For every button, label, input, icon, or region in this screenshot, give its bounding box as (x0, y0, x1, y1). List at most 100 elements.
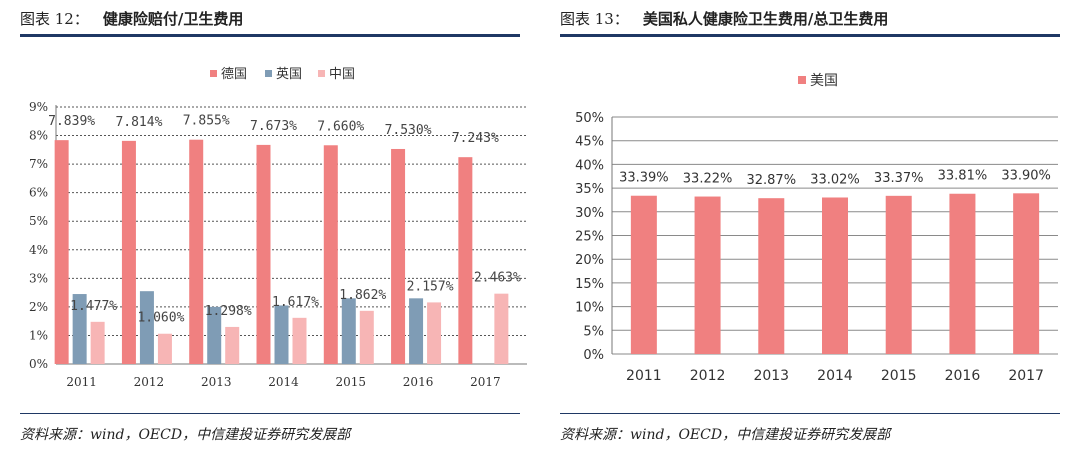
bar-germany (121, 140, 136, 364)
bar-uk (139, 291, 154, 364)
legend-label-uk: 英国 (276, 67, 302, 82)
bar-uk (207, 306, 222, 364)
legend-label-china: 中国 (329, 67, 355, 82)
data-label-china: 1.477% (70, 299, 117, 314)
y-tick-label: 2% (29, 300, 48, 314)
data-label-usa: 32.87% (746, 173, 796, 188)
x-tick-label: 2013 (201, 375, 232, 389)
x-tick-label: 2016 (945, 368, 981, 384)
legend-swatch-usa (798, 76, 806, 84)
bar-china (90, 321, 105, 364)
y-tick-label: 0% (583, 348, 604, 363)
figure-12-bottom-rule (20, 413, 520, 414)
y-tick-label: 3% (29, 271, 48, 285)
figure-13-panel: 图表 13： 美国私人健康险卫生费用/总卫生费用 0% 5% 10% 15% 20% 25%… (540, 0, 1080, 451)
y-tick-label: 45% (575, 135, 604, 150)
bar-usa (694, 196, 721, 354)
y-tick-label: 0% (29, 357, 48, 371)
figure-12-title: 图表 12： 健康险赔付/卫生费用 (20, 8, 243, 29)
x-tick-label: 2017 (470, 375, 501, 389)
y-tick-label: 30% (575, 206, 604, 221)
bar-germany (458, 157, 473, 364)
figure-12-title-text: 健康险赔付/卫生费用 (102, 10, 244, 28)
bar-uk (72, 294, 87, 364)
bar-china (157, 333, 172, 364)
y-tick-label: 4% (29, 243, 48, 257)
y-tick-label: 40% (575, 158, 604, 173)
x-tick-label: 2017 (1008, 368, 1044, 384)
figure-12-top-rule (20, 34, 520, 37)
legend-label-germany: 德国 (221, 67, 247, 82)
figure-13-top-rule (560, 34, 1060, 37)
figure-13-bottom-rule (560, 413, 1060, 414)
data-label-germany: 7.814% (115, 115, 162, 130)
y-tick-label: 50% (575, 111, 604, 126)
data-label-germany: 7.855% (183, 114, 230, 129)
data-label-germany: 7.673% (250, 119, 297, 134)
data-label-china: 2.463% (474, 271, 521, 286)
y-tick-label: 15% (575, 277, 604, 292)
data-label-usa: 33.02% (810, 172, 860, 187)
bar-usa (885, 195, 912, 354)
bar-germany (256, 144, 271, 364)
data-label-usa: 33.22% (683, 172, 733, 187)
data-label-china: 1.060% (137, 311, 184, 326)
legend-swatch-germany (210, 70, 217, 77)
bar-usa (1013, 193, 1040, 354)
bar-germany (54, 140, 69, 364)
figure-12-chart: 0% 1% 2% 3% 4% 5% 6% 7% 8% 9%7.839% 1.477% 2011 7.81… (29, 67, 527, 389)
bar-uk (341, 298, 356, 364)
bar-usa (630, 195, 657, 354)
x-tick-label: 2015 (881, 368, 917, 384)
y-tick-label: 35% (575, 182, 604, 197)
data-label-china: 1.862% (339, 288, 386, 303)
data-label-germany: 7.530% (385, 123, 432, 138)
figure-13-title: 图表 13： 美国私人健康险卫生费用/总卫生费用 (560, 8, 888, 29)
legend-swatch-uk (265, 70, 272, 77)
x-tick-label: 2012 (134, 375, 165, 389)
y-tick-label: 10% (575, 301, 604, 316)
y-tick-label: 1% (29, 328, 48, 342)
x-tick-label: 2013 (753, 368, 789, 384)
figure-12-label: 图表 12： (20, 10, 89, 28)
bar-germany (323, 145, 338, 364)
bar-china (494, 293, 509, 364)
bar-usa (822, 197, 848, 354)
data-label-china: 1.617% (272, 295, 319, 310)
x-tick-label: 2011 (66, 375, 97, 389)
bar-china (427, 302, 442, 364)
figure-13-label: 图表 13： (560, 10, 629, 28)
bar-china (292, 317, 307, 364)
bar-germany (189, 139, 204, 364)
bar-usa (758, 198, 785, 354)
data-label-usa: 33.37% (874, 171, 924, 186)
y-tick-label: 20% (575, 253, 604, 268)
data-label-usa: 33.39% (619, 171, 669, 186)
data-label-germany: 7.660% (317, 119, 364, 134)
y-tick-label: 5% (29, 214, 48, 228)
y-tick-label: 8% (29, 129, 48, 143)
legend-label-usa: 美国 (810, 73, 838, 89)
bar-germany (391, 148, 406, 364)
data-label-germany: 7.839% (48, 114, 95, 129)
x-tick-label: 2014 (268, 375, 299, 389)
legend-swatch-china (318, 70, 325, 77)
figure-13-source: 资料来源：wind，OECD，中信建投证券研究发展部 (560, 427, 891, 443)
bar-china (225, 326, 240, 364)
data-label-china: 1.298% (205, 304, 252, 319)
x-tick-label: 2012 (690, 368, 726, 384)
y-tick-label: 6% (29, 186, 48, 200)
data-label-usa: 33.90% (1001, 168, 1051, 183)
data-label-germany: 7.243% (452, 131, 499, 146)
bar-uk (409, 298, 424, 364)
figure-13-title-text: 美国私人健康险卫生费用/总卫生费用 (642, 10, 889, 28)
x-tick-label: 2015 (336, 375, 367, 389)
x-tick-label: 2016 (403, 375, 434, 389)
x-tick-label: 2014 (817, 368, 853, 384)
figure-13-chart: 0% 5% 10% 15% 20% 25% 30% 35% 40% 45% 50% 33.39% 201… (575, 73, 1058, 384)
data-label-usa: 33.81% (938, 169, 988, 184)
bar-china (359, 310, 374, 364)
y-tick-label: 9% (29, 100, 48, 114)
y-tick-label: 25% (575, 230, 604, 245)
y-tick-label: 7% (29, 157, 48, 171)
